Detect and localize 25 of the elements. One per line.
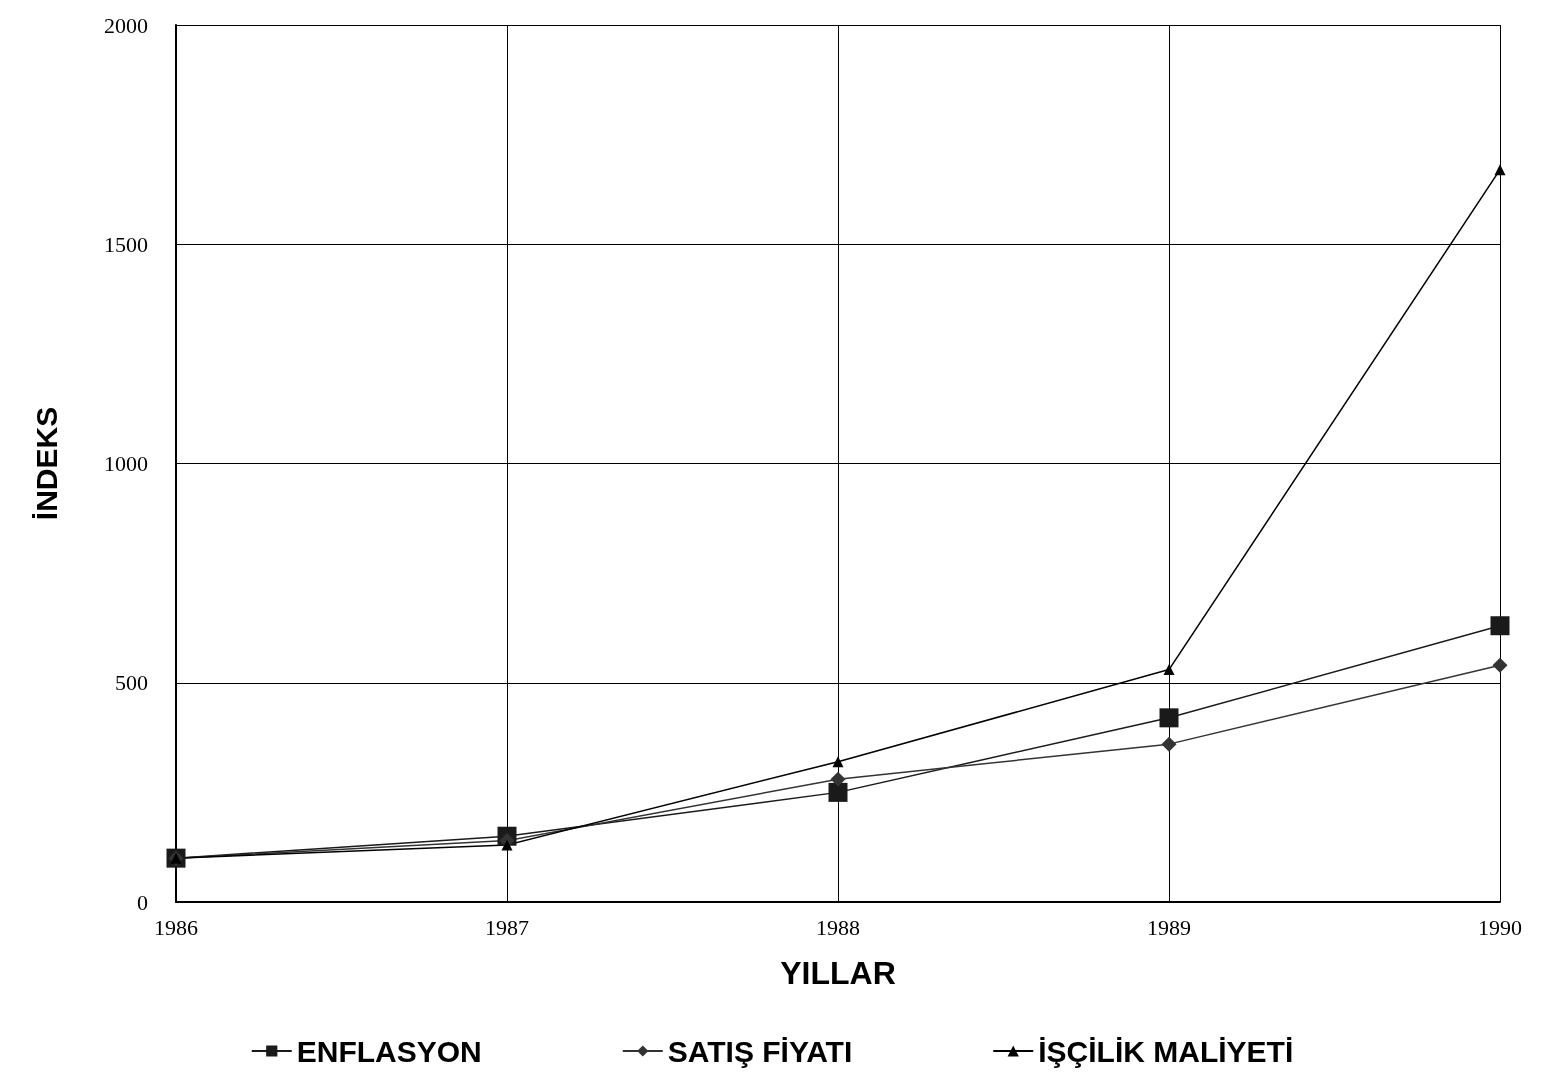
legend-label: SATIŞ FİYATI xyxy=(667,1034,853,1068)
point xyxy=(1492,657,1508,673)
x-tick-label: 1988 xyxy=(816,914,860,940)
x-tick-label: 1986 xyxy=(154,914,198,940)
legend-label: ENFLASYON xyxy=(296,1034,482,1068)
point xyxy=(828,782,848,802)
point xyxy=(830,771,846,787)
point xyxy=(1490,616,1510,636)
point xyxy=(501,839,513,851)
x-tick-label: 1990 xyxy=(1478,914,1522,940)
y-tick-label: 1500 xyxy=(104,231,148,257)
y-tick-label: 2000 xyxy=(104,12,148,38)
x-tick-label: 1989 xyxy=(1147,914,1191,940)
point xyxy=(1161,736,1177,752)
y-tick-label: 0 xyxy=(137,889,148,915)
point xyxy=(1159,708,1179,728)
y-axis-title: İNDEKS xyxy=(29,406,63,521)
point xyxy=(1163,664,1175,676)
point xyxy=(1494,164,1506,176)
x-axis-title: YILLAR xyxy=(780,955,896,991)
y-tick-label: 1000 xyxy=(104,451,148,476)
point xyxy=(832,756,844,768)
x-tick-label: 1987 xyxy=(485,914,529,940)
y-tick-label: 500 xyxy=(115,670,148,696)
legend-label: İŞÇİLİK MALİYETİ xyxy=(1038,1034,1294,1068)
